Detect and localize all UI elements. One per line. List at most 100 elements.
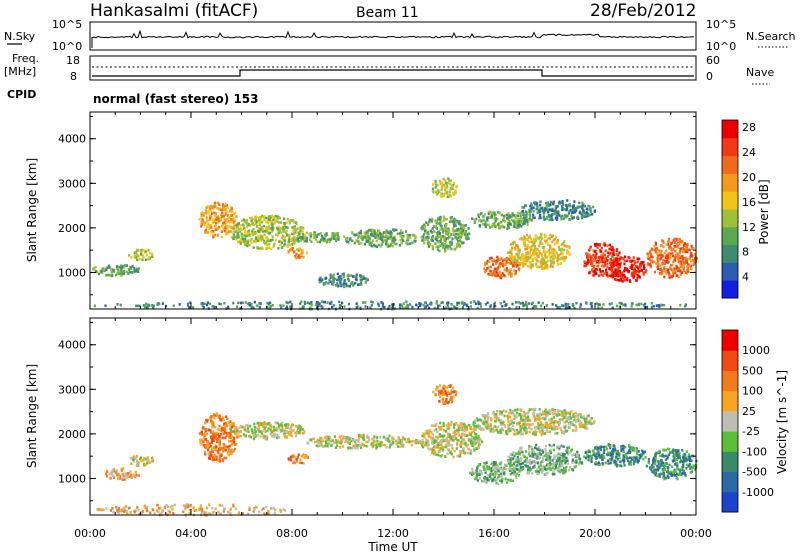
range-cell <box>498 225 501 229</box>
range-cell <box>224 227 227 230</box>
range-cell <box>530 202 533 205</box>
range-cell <box>540 258 544 261</box>
range-cell <box>405 440 408 444</box>
range-cell <box>226 227 229 231</box>
range-cell <box>232 212 236 216</box>
range-cell <box>216 206 219 210</box>
range-cell <box>223 302 226 305</box>
range-cell <box>671 251 674 255</box>
range-cell <box>548 426 551 429</box>
range-cell <box>377 304 380 307</box>
range-cell <box>195 509 198 512</box>
range-cell <box>273 428 276 432</box>
range-cell <box>519 212 522 215</box>
range-cell <box>610 252 613 255</box>
range-cell <box>293 225 296 229</box>
range-cell <box>351 446 354 450</box>
range-cell <box>532 250 535 253</box>
range-cell <box>329 302 332 305</box>
range-cell <box>685 272 688 275</box>
range-cell <box>626 277 629 280</box>
range-cell <box>500 423 503 427</box>
range-cell <box>425 221 428 224</box>
range-cell <box>671 274 674 278</box>
range-cell <box>267 232 270 235</box>
range-cell <box>434 186 437 189</box>
range-cell <box>500 422 503 425</box>
range-cell <box>215 445 218 449</box>
range-cell <box>467 451 470 455</box>
range-cell <box>292 220 295 223</box>
range-cell <box>211 437 214 440</box>
range-cell <box>269 238 272 242</box>
range-cell <box>326 239 329 242</box>
range-cell <box>135 269 138 273</box>
range-cell <box>439 421 442 425</box>
range-cell <box>221 208 224 212</box>
range-cell <box>366 278 369 282</box>
range-cell <box>220 302 223 306</box>
range-cell <box>539 421 542 425</box>
range-cell <box>255 236 258 239</box>
range-cell <box>287 251 290 254</box>
range-cell <box>250 219 253 222</box>
range-cell <box>288 221 291 225</box>
range-cell <box>358 436 361 439</box>
range-cell <box>446 394 449 397</box>
range-cell <box>282 508 285 511</box>
range-cell <box>609 251 612 255</box>
range-cell <box>565 215 568 219</box>
range-cell <box>654 241 657 245</box>
range-cell <box>120 267 123 270</box>
range-cell <box>352 275 355 278</box>
range-cell <box>579 413 582 416</box>
range-cell <box>229 230 232 233</box>
range-cell <box>660 249 663 253</box>
range-cell <box>410 440 413 443</box>
range-cell <box>359 229 362 233</box>
range-cell <box>207 231 210 234</box>
range-cell <box>612 252 615 256</box>
range-cell <box>666 259 669 262</box>
range-cell <box>224 426 227 430</box>
range-cell <box>118 265 121 269</box>
range-cell <box>530 264 533 267</box>
range-cell <box>422 235 425 238</box>
range-cell <box>214 507 217 511</box>
range-cell <box>386 245 389 249</box>
range-cell <box>392 236 395 240</box>
range-cell <box>482 428 485 431</box>
range-cell <box>384 235 387 239</box>
range-cell <box>325 441 328 445</box>
range-cell <box>479 426 483 430</box>
range-cell <box>522 257 525 260</box>
range-cell <box>484 426 487 429</box>
range-cell <box>340 283 343 287</box>
range-cell <box>499 431 502 434</box>
range-cell <box>438 304 441 307</box>
range-cell <box>231 226 234 229</box>
range-cell <box>477 439 480 443</box>
range-cell <box>491 273 494 276</box>
range-cell <box>477 302 480 306</box>
range-cell <box>440 242 443 246</box>
range-cell <box>686 250 689 254</box>
range-cell <box>105 507 108 510</box>
range-cell <box>345 440 348 443</box>
range-cell <box>661 254 664 257</box>
cpid-label: CPID <box>7 88 36 101</box>
range-cell <box>232 424 235 428</box>
range-cell <box>486 216 489 219</box>
range-cell <box>328 240 331 244</box>
range-cell <box>610 264 613 267</box>
range-cell <box>445 430 448 433</box>
range-cell <box>229 436 232 439</box>
range-cell <box>213 510 216 514</box>
data-region <box>229 421 306 441</box>
range-cell <box>285 430 288 433</box>
range-cell <box>678 237 681 241</box>
range-cell <box>539 236 542 239</box>
range-cell <box>459 245 462 248</box>
range-cell <box>524 421 527 425</box>
